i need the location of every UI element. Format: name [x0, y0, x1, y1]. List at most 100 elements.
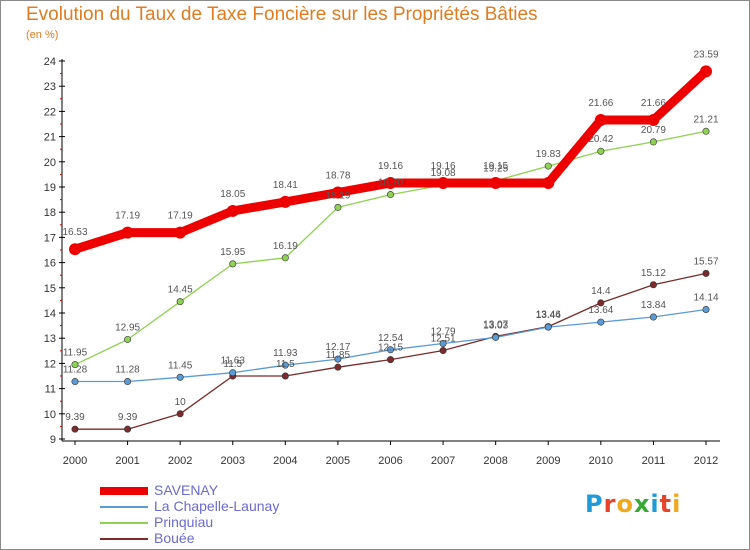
data-label: 11.5 [276, 359, 295, 370]
x-tick-label: 2001 [115, 455, 139, 467]
data-point [700, 65, 712, 78]
y-tick-label: 11 [45, 384, 56, 396]
data-point [334, 203, 342, 211]
data-label: 11.63 [221, 356, 246, 367]
data-point [439, 347, 447, 355]
x-tick-label: 2008 [483, 455, 507, 467]
logo-letter: i [672, 490, 682, 518]
data-label: 16.19 [273, 241, 298, 252]
legend-label: La Chapelle-Launay [154, 498, 280, 514]
data-point [334, 363, 342, 371]
y-tick-label: 22 [44, 106, 56, 118]
data-label: 10 [175, 397, 187, 408]
data-point [229, 260, 237, 268]
data-points [69, 65, 712, 433]
data-label: 14.14 [693, 292, 718, 303]
proxiti-logo: Proxiti [585, 490, 681, 518]
data-label: 13.46 [536, 310, 561, 321]
logo-letter: t [659, 490, 673, 518]
logo-letter: o [616, 490, 634, 518]
data-point [71, 361, 79, 369]
data-point [121, 226, 134, 239]
data-label: 19.16 [378, 161, 403, 172]
data-point [124, 425, 132, 433]
unit-label: (en %) [26, 29, 59, 41]
data-label: 19.25 [483, 164, 508, 175]
x-tick-label: 2011 [642, 455, 666, 467]
data-label: 12.79 [431, 326, 456, 337]
data-point [386, 346, 394, 354]
data-label: 18.78 [325, 171, 350, 182]
data-point [702, 305, 710, 313]
data-label: 11.93 [273, 348, 298, 359]
y-tick-label: 13 [44, 333, 56, 345]
data-point [71, 425, 79, 433]
data-label: 13.84 [641, 300, 666, 311]
axes: 9 10 11 12 13 14 15 16 17 18 19 20 21 22 23 24 2000 2001 2… [44, 56, 720, 467]
data-label: 21.66 [641, 98, 666, 109]
data-point [594, 113, 607, 126]
data-point [124, 335, 132, 343]
data-label: 18.70 [378, 178, 403, 189]
data-label: 18.05 [220, 189, 245, 200]
data-label: 18.19 [325, 190, 350, 201]
data-label: 11.28 [63, 365, 88, 376]
y-tick-label: 19 [44, 182, 56, 194]
data-point [489, 176, 502, 189]
data-point [174, 226, 187, 239]
data-label: 13.44 [536, 310, 561, 321]
data-point [279, 195, 292, 208]
data-point [384, 176, 397, 189]
x-tick-label: 2007 [431, 455, 455, 467]
data-label: 12.51 [431, 334, 456, 345]
data-label: 17.19 [168, 211, 193, 222]
data-label: 9.39 [118, 412, 138, 423]
logo-letter: i [650, 490, 660, 518]
data-label: 12.54 [378, 333, 403, 344]
data-point [649, 313, 657, 321]
data-label: 19.16 [431, 161, 456, 172]
data-point [437, 176, 450, 189]
y-tick-label: 17 [44, 232, 56, 244]
data-label: 21.66 [588, 98, 613, 109]
y-tick-label: 10 [44, 409, 56, 421]
data-label: 14.45 [168, 285, 193, 296]
legend-swatch [100, 487, 148, 495]
data-point [331, 186, 344, 199]
y-tick-label: 18 [44, 207, 56, 219]
data-label: 20.42 [588, 134, 613, 145]
data-label: 19.15 [483, 161, 508, 172]
data-label: 12.17 [325, 342, 350, 353]
data-point [702, 269, 710, 277]
data-label: 13.64 [588, 305, 613, 316]
chart-title: Evolution du Taux de Taxe Foncière sur l… [26, 4, 538, 25]
y-tick-label: 9 [50, 434, 56, 446]
data-point [544, 162, 552, 170]
data-label: 11.85 [326, 350, 351, 361]
data-label: 21.21 [693, 114, 718, 125]
legend-swatch [100, 538, 148, 540]
data-point [439, 339, 447, 347]
data-label: 13.07 [483, 319, 508, 330]
data-point [281, 254, 289, 262]
data-label: 13.03 [483, 320, 508, 331]
data-point [544, 323, 552, 331]
data-label: 15.95 [220, 247, 245, 258]
x-tick-label: 2004 [273, 455, 297, 467]
data-point [176, 373, 184, 381]
y-tick-label: 20 [44, 157, 56, 169]
legend-label: SAVENAY [154, 482, 219, 498]
logo-letter: x [633, 490, 651, 518]
data-label: 9.39 [65, 412, 85, 423]
data-point [386, 191, 394, 199]
data-label: 14.4 [591, 286, 611, 297]
data-point [702, 127, 710, 135]
data-point [492, 333, 500, 341]
data-point [597, 147, 605, 155]
data-point [226, 204, 239, 217]
data-point [69, 243, 81, 256]
data-point [649, 138, 657, 146]
y-tick-label: 12 [44, 358, 56, 370]
